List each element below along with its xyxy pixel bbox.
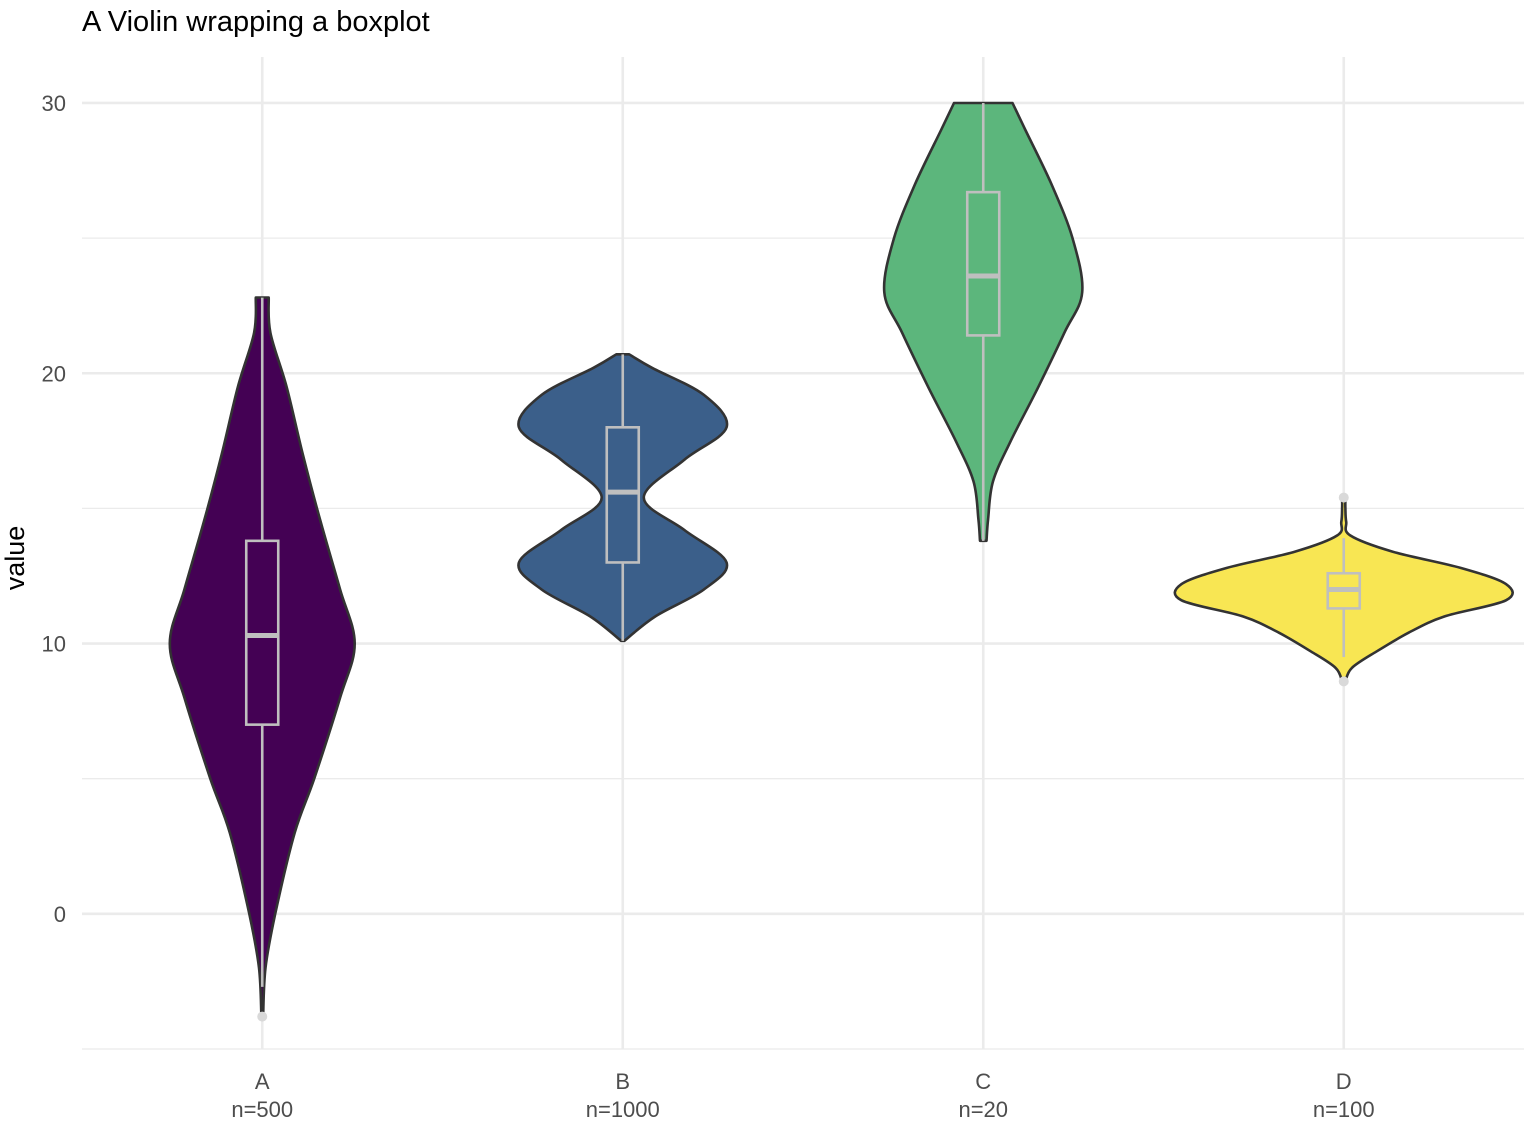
- box-iqr: [244, 539, 280, 726]
- x-tick-label: C: [975, 1069, 991, 1094]
- y-tick-label: 0: [54, 902, 66, 927]
- x-tick-label: A: [255, 1069, 270, 1094]
- x-tick-label: D: [1336, 1069, 1352, 1094]
- x-tick-sublabel: n=100: [1313, 1097, 1375, 1122]
- y-tick-label: 10: [42, 632, 66, 657]
- violin-A: [168, 296, 356, 1018]
- x-tick-sublabel: n=1000: [586, 1097, 660, 1122]
- tick-labels: 0 10 20 30 An=500 Bn=1000 Cn=20 Dn=100: [42, 91, 1375, 1122]
- y-axis-title: value: [0, 526, 30, 591]
- outlier-point: [1338, 676, 1349, 687]
- x-tick-sublabel: n=20: [958, 1097, 1008, 1122]
- boxplot-D: [1326, 492, 1362, 687]
- chart-title: A Violin wrapping a boxplot: [82, 6, 430, 38]
- box-iqr: [605, 426, 641, 564]
- boxplots: [244, 102, 1362, 1022]
- outlier-point: [1338, 492, 1349, 503]
- x-tick-sublabel: n=500: [231, 1097, 293, 1122]
- boxplot-C: [965, 102, 1001, 541]
- box-iqr: [965, 190, 1001, 337]
- boxplot-B: [605, 354, 641, 641]
- violins: [168, 101, 1514, 1018]
- x-tick-label: B: [615, 1069, 630, 1094]
- y-tick-label: 20: [42, 361, 66, 386]
- outlier-point: [257, 1011, 268, 1022]
- boxplot-A: [244, 297, 280, 1022]
- violin-C: [882, 101, 1084, 543]
- violin-B: [517, 353, 729, 643]
- y-tick-label: 30: [42, 91, 66, 116]
